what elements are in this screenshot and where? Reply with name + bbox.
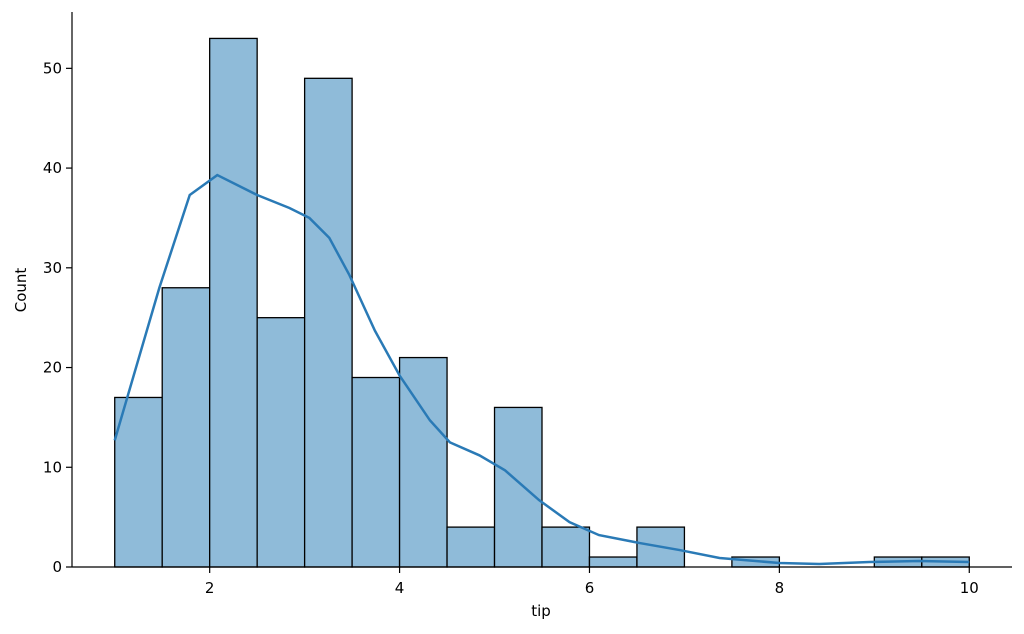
bar bbox=[114, 396, 163, 568]
y-tick-label: 40 bbox=[43, 159, 62, 177]
bar bbox=[256, 317, 306, 568]
x-tick-label: 2 bbox=[205, 579, 215, 597]
bar bbox=[541, 526, 591, 568]
x-tick-label: 6 bbox=[585, 579, 595, 597]
y-tick-label: 0 bbox=[52, 558, 62, 576]
x-tick-label: 8 bbox=[775, 579, 785, 597]
bar bbox=[209, 37, 258, 568]
y-tick-label: 20 bbox=[43, 359, 62, 377]
kde-line bbox=[113, 173, 970, 566]
bar bbox=[398, 356, 448, 568]
y-axis-label: Count bbox=[12, 268, 30, 313]
x-tick-label: 4 bbox=[395, 579, 405, 597]
y-tick-label: 30 bbox=[43, 259, 62, 277]
bar bbox=[588, 556, 638, 568]
bar bbox=[493, 406, 543, 568]
bar bbox=[303, 77, 353, 568]
x-axis-label: tip bbox=[531, 602, 551, 620]
bar bbox=[446, 526, 496, 568]
x-tick-label: 10 bbox=[960, 579, 979, 597]
bar bbox=[351, 376, 401, 568]
y-tick-label: 10 bbox=[43, 458, 62, 476]
y-tick-label: 50 bbox=[43, 59, 62, 77]
bar bbox=[161, 287, 211, 568]
